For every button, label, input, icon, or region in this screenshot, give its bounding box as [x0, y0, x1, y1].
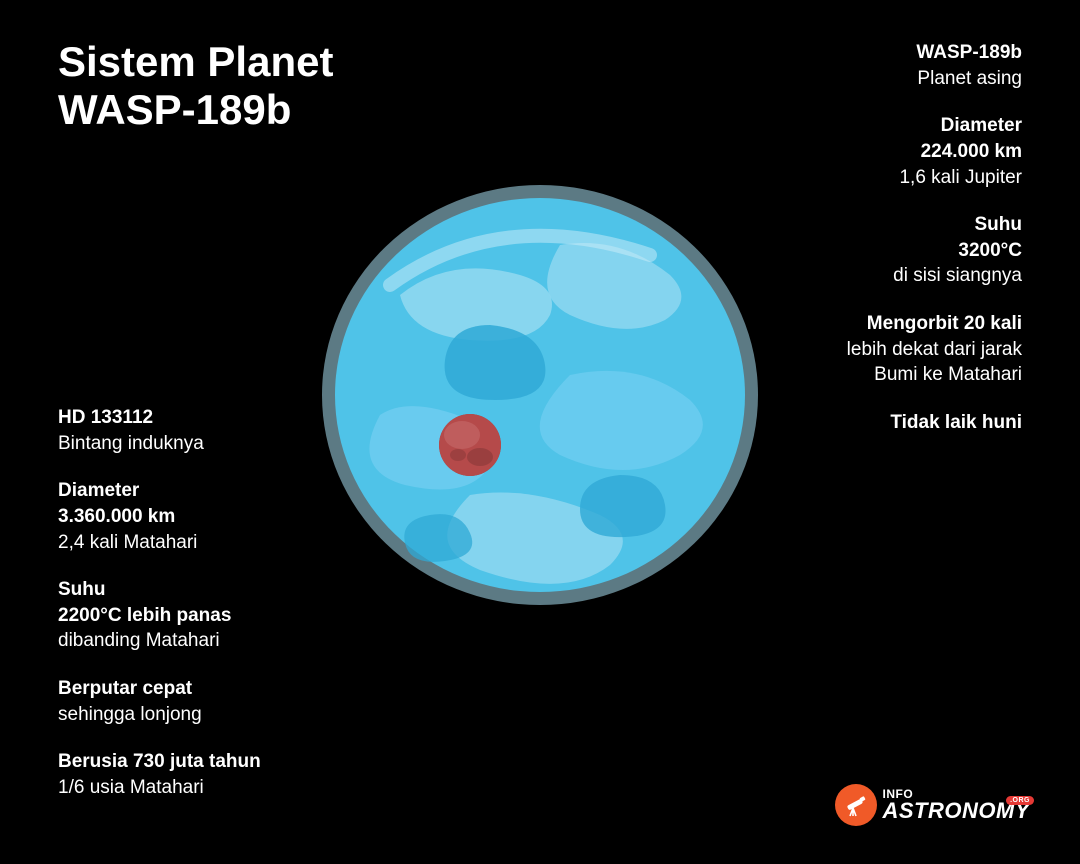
- note: 1/6 usia Matahari: [58, 777, 204, 798]
- label: Suhu: [58, 579, 106, 600]
- label: Suhu: [975, 214, 1023, 235]
- value: Berputar cepat: [58, 678, 192, 699]
- title-line-1: Sistem Planet: [58, 38, 333, 85]
- note-2: Bumi ke Matahari: [874, 364, 1022, 385]
- label: Diameter: [58, 480, 139, 501]
- star-age-block: Berusia 730 juta tahun 1/6 usia Matahari: [58, 749, 338, 800]
- value: 3200°C: [958, 240, 1022, 261]
- planet-temperature-block: Suhu 3200°C di sisi siangnya: [762, 212, 1022, 289]
- star-temperature-block: Suhu 2200°C lebih panas dibanding Mataha…: [58, 577, 338, 654]
- logo-line-2: ASTRONOMY .ORG: [883, 800, 1031, 822]
- star-id: HD 133112: [58, 407, 153, 428]
- telescope-icon: [835, 784, 877, 826]
- note-1: lebih dekat dari jarak: [847, 339, 1022, 360]
- value: Tidak laik huni: [890, 412, 1022, 433]
- planet-info: WASP-189b Planet asing Diameter 224.000 …: [762, 40, 1022, 458]
- note: sehingga lonjong: [58, 704, 202, 725]
- value: 2200°C lebih panas: [58, 605, 231, 626]
- label: Diameter: [941, 115, 1022, 136]
- host-star-info: HD 133112 Bintang induknya Diameter 3.36…: [58, 405, 338, 823]
- planet-name-block: WASP-189b Planet asing: [762, 40, 1022, 91]
- planet-role: Planet asing: [917, 68, 1022, 89]
- note: 1,6 kali Jupiter: [899, 167, 1022, 188]
- planet-diameter-block: Diameter 224.000 km 1,6 kali Jupiter: [762, 113, 1022, 190]
- note: dibanding Matahari: [58, 630, 220, 651]
- planet-id: WASP-189b: [916, 42, 1022, 63]
- star-role: Bintang induknya: [58, 433, 204, 454]
- value: Mengorbit 20 kali: [867, 313, 1022, 334]
- note: di sisi siangnya: [893, 265, 1022, 286]
- page-title: Sistem Planet WASP-189b: [58, 38, 333, 135]
- source-logo: INFO ASTRONOMY .ORG: [835, 784, 1031, 826]
- star-system-illustration: [320, 175, 760, 615]
- value: 3.360.000 km: [58, 506, 175, 527]
- title-line-2: WASP-189b: [58, 86, 291, 133]
- star-name-block: HD 133112 Bintang induknya: [58, 405, 338, 456]
- logo-tag: .ORG: [1006, 796, 1034, 805]
- star-rotation-block: Berputar cepat sehingga lonjong: [58, 676, 338, 727]
- value: 224.000 km: [921, 141, 1022, 162]
- planet-illustration: [439, 414, 501, 476]
- logo-text: INFO ASTRONOMY .ORG: [883, 788, 1031, 822]
- star-diameter-block: Diameter 3.360.000 km 2,4 kali Matahari: [58, 478, 338, 555]
- value: Berusia 730 juta tahun: [58, 751, 261, 772]
- note: 2,4 kali Matahari: [58, 532, 197, 553]
- planet-habitability-block: Tidak laik huni: [762, 410, 1022, 436]
- planet-orbit-block: Mengorbit 20 kali lebih dekat dari jarak…: [762, 311, 1022, 388]
